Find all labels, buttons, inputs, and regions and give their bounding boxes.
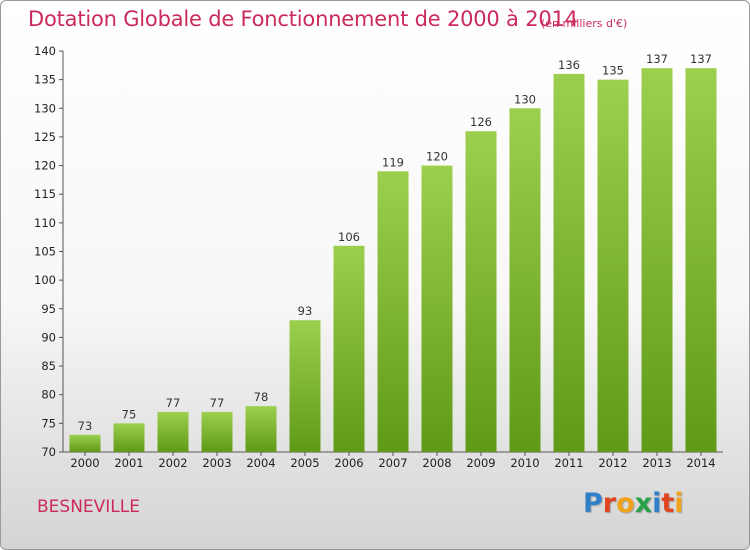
bar-2001 [113,423,145,452]
x-tick-label-2009: 2009 [466,456,495,470]
bar-2014 [685,68,717,452]
y-tick-label: 140 [34,44,56,58]
value-label-2009: 126 [470,115,492,129]
value-label-2013: 137 [646,52,668,66]
value-label-2011: 136 [558,58,580,72]
y-tick-label: 80 [41,388,56,402]
bar-2003 [201,411,233,452]
x-tick-label-2010: 2010 [510,456,539,470]
logo-letter: P [583,488,603,519]
bar-2012 [597,79,629,453]
bar-2007 [377,171,409,453]
logo-letter: o [616,488,635,519]
value-label-2005: 93 [298,304,313,318]
bar-2008 [421,165,453,453]
logo-letter: i [652,488,662,519]
bar-2005 [289,320,321,452]
bar-2004 [245,406,277,452]
value-label-2001: 75 [122,407,137,421]
x-tick-label-2014: 2014 [686,456,715,470]
x-tick-label-2005: 2005 [290,456,319,470]
bar-2002 [157,411,189,452]
x-tick-label-2013: 2013 [642,456,671,470]
logo-letter: i [674,488,684,519]
x-tick-label-2011: 2011 [554,456,583,470]
y-tick-label: 110 [34,216,56,230]
x-tick-label-2012: 2012 [598,456,627,470]
bar-2011 [553,73,585,453]
x-tick-label-2000: 2000 [70,456,99,470]
bar-2006 [333,245,365,452]
chart-subtitle: (en milliers d'€) [541,17,628,30]
y-tick-label: 120 [34,159,56,173]
y-tick-label: 95 [41,302,56,316]
x-tick-label-2003: 2003 [202,456,231,470]
value-label-2002: 77 [166,396,181,410]
x-tick-label-2001: 2001 [114,456,143,470]
x-tick-label-2004: 2004 [246,456,275,470]
logo-letter: t [661,488,675,519]
y-tick-label: 115 [34,187,56,201]
value-label-2000: 73 [78,419,93,433]
y-tick-label: 90 [41,330,56,344]
bar-2010 [509,108,541,453]
value-label-2007: 119 [382,155,404,169]
value-label-2012: 135 [602,64,624,78]
town-name: BESNEVILLE [37,497,140,517]
value-label-2006: 106 [338,230,360,244]
value-label-2003: 77 [210,396,225,410]
x-tick-label-2002: 2002 [158,456,187,470]
y-tick-label: 75 [41,416,56,430]
y-tick-label: 135 [34,73,56,87]
value-label-2008: 120 [426,150,448,164]
logo-letter: r [602,488,617,519]
bar-2000 [69,434,101,452]
y-tick-label: 105 [34,245,56,259]
bar-2009 [465,131,497,452]
y-tick-label: 130 [34,101,56,115]
x-tick-label-2008: 2008 [422,456,451,470]
x-tick-label-2006: 2006 [334,456,363,470]
bar-2013 [641,68,673,452]
chart-title: Dotation Globale de Fonctionnement de 20… [28,7,578,31]
y-tick-label: 100 [34,273,56,287]
logo-letter: x [634,488,653,519]
y-tick-label: 85 [41,359,56,373]
value-label-2010: 130 [514,92,536,106]
value-label-2004: 78 [254,390,269,404]
proxiti-logo: Proxiti [583,488,684,519]
x-tick-label-2007: 2007 [378,456,407,470]
y-tick-label: 125 [34,130,56,144]
value-label-2014: 137 [690,52,712,66]
y-tick-label: 70 [41,445,56,459]
